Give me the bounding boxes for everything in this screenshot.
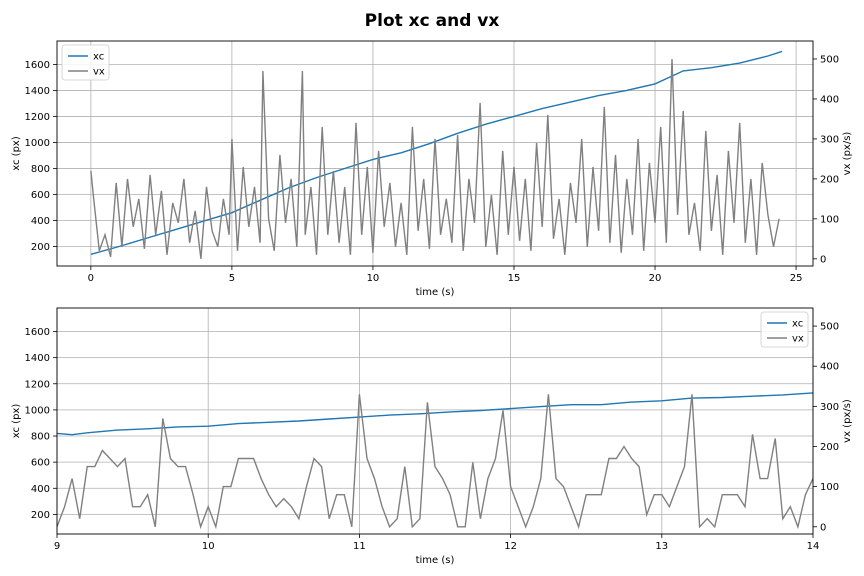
legend-label-xc: xc: [93, 52, 104, 63]
y-tick-label: 1200: [25, 112, 50, 123]
y-tick-label: 1200: [25, 379, 50, 390]
y-tick-label: 800: [31, 432, 50, 443]
legend-label-vx: vx: [792, 334, 804, 345]
y2-tick-label: 100: [820, 482, 839, 493]
series-line-vx: [90, 58, 780, 259]
y2-tick-label: 500: [820, 322, 839, 333]
y-tick-label: 1600: [25, 60, 50, 71]
x-tick-label: 14: [807, 541, 820, 552]
x-tick-label: 13: [655, 541, 668, 552]
bottom-plot: 9 10 11 12 13 14 200 400 600 800 1000 1200 1400 1600 0…: [11, 307, 853, 566]
y-tick-label: 200: [31, 510, 50, 521]
y-tick-label: 1400: [25, 86, 50, 97]
x-tick-label: 0: [88, 273, 94, 284]
y2-tick-label: 300: [820, 402, 839, 413]
x-tick-label: 12: [504, 541, 517, 552]
plot-frame: [56, 40, 814, 267]
y-tick-label: 400: [31, 484, 50, 495]
x-tick-label: 9: [54, 541, 60, 552]
y-tick-label: 1400: [25, 353, 50, 364]
y-axis-label: xc (px): [11, 136, 22, 171]
y-axis-label: xc (px): [11, 404, 22, 439]
y-tick-label: 1000: [25, 138, 50, 149]
y-tick-label: 1600: [25, 327, 50, 338]
y2-axis-label: vx (px/s): [842, 399, 853, 443]
series-line-xc: [90, 50, 783, 255]
y2-tick-label: 400: [820, 362, 839, 373]
y-tick-label: 400: [31, 216, 50, 227]
legend: xc vx: [61, 44, 110, 81]
y-tick-label: 1000: [25, 405, 50, 416]
y-tick-label: 600: [31, 190, 50, 201]
x-axis-label: time (s): [416, 555, 455, 566]
legend: xc vx: [760, 311, 809, 348]
y2-tick-label: 400: [820, 94, 839, 105]
y2-tick-label: 0: [820, 254, 826, 265]
y-tick-label: 200: [31, 242, 50, 253]
figure-title: Plot xc and vx: [365, 11, 500, 31]
y2-tick-label: 200: [820, 442, 839, 453]
x-tick-label: 11: [353, 541, 366, 552]
y2-tick-label: 100: [820, 214, 839, 225]
x-axis-label: time (s): [416, 287, 455, 298]
x-tick-label: 10: [202, 541, 215, 552]
x-tick-label: 10: [367, 273, 380, 284]
x-tick-label: 25: [790, 273, 803, 284]
y-tick-label: 600: [31, 458, 50, 469]
y2-tick-label: 300: [820, 134, 839, 145]
top-plot: 0 5 10 15 20 25 200 400 600 800 1000 1200 1400 1600 0 1…: [11, 40, 853, 298]
x-tick-label: 15: [508, 273, 521, 284]
series-line-xc: [57, 392, 813, 436]
legend-label-vx: vx: [93, 67, 105, 78]
plot-frame: [56, 307, 814, 535]
y2-axis-label: vx (px/s): [842, 132, 853, 176]
legend-label-xc: xc: [792, 319, 803, 330]
y2-tick-label: 500: [820, 54, 839, 65]
x-tick-label: 5: [229, 273, 235, 284]
x-tick-label: 20: [649, 273, 662, 284]
y2-tick-label: 0: [820, 522, 826, 533]
series-line-vx: [57, 394, 813, 530]
y-tick-label: 800: [31, 164, 50, 175]
y2-tick-label: 200: [820, 174, 839, 185]
